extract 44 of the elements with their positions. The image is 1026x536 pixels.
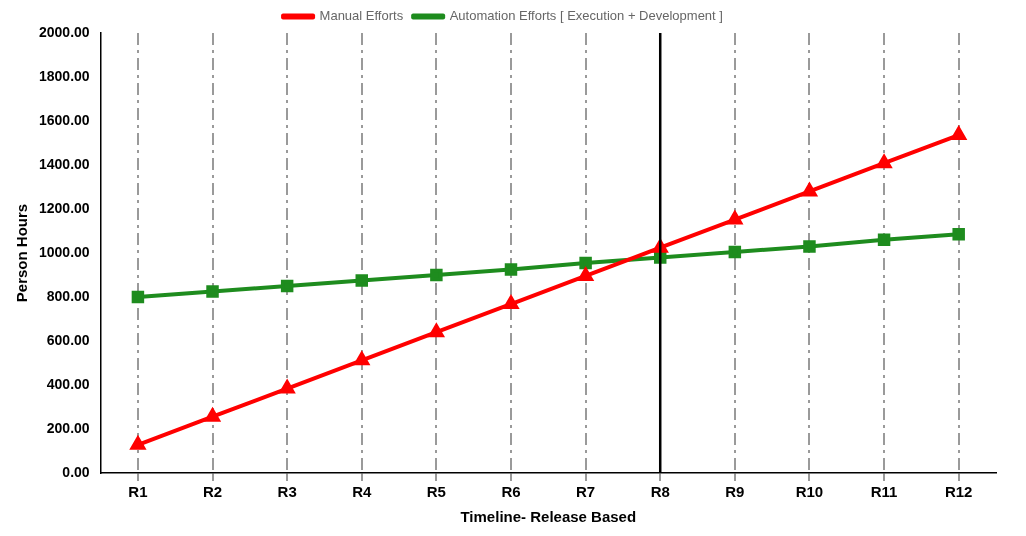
point	[429, 324, 444, 338]
legend-label: Automation Efforts [ Execution + Development ]	[449, 8, 723, 24]
point	[579, 256, 592, 270]
y-tick-label: 1800.00	[39, 67, 90, 84]
point	[131, 290, 145, 304]
point	[504, 263, 518, 276]
point	[279, 378, 296, 394]
y-tick-label: 1000.00	[39, 243, 90, 260]
point	[803, 240, 816, 253]
point	[206, 285, 219, 298]
point	[280, 279, 294, 293]
y-tick-label: 1400.00	[39, 155, 90, 172]
x-tick-label: R6	[501, 483, 521, 501]
x-tick-label: R11	[870, 483, 898, 501]
point	[728, 245, 742, 259]
y-tick-label: 1200.00	[39, 199, 90, 216]
point	[578, 267, 593, 281]
point	[354, 352, 369, 366]
x-tick-label: R8	[650, 483, 670, 501]
y-tick-label: 1600.00	[39, 111, 90, 128]
y-tick-label: 0.00	[62, 463, 90, 480]
point	[204, 406, 221, 422]
x-tick-label: R1	[128, 483, 148, 501]
x-tick-label: R12	[944, 483, 973, 501]
y-tick-label: 600.00	[46, 331, 90, 348]
y-tick-label: 400.00	[46, 375, 90, 392]
x-tick-label: R7	[576, 483, 596, 501]
x-tick-label: R10	[795, 483, 824, 501]
point	[430, 268, 443, 282]
x-tick-label: R5	[426, 483, 446, 501]
y-tick-label: 800.00	[46, 287, 90, 304]
point	[952, 228, 965, 241]
x-tick-label: R3	[277, 483, 297, 501]
legend-label: Manual Efforts	[319, 8, 404, 24]
y-tick-label: 200.00	[46, 419, 90, 436]
x-axis-title: Timeline- Release Based	[460, 508, 637, 526]
y-tick-label: 2000.00	[39, 23, 90, 40]
point	[355, 274, 369, 287]
y-axis-title: Person Hours	[13, 203, 31, 303]
point	[503, 296, 519, 310]
x-tick-label: R2	[202, 483, 223, 501]
x-tick-label: R4	[352, 483, 372, 501]
point	[877, 233, 891, 247]
x-tick-label: R9	[725, 483, 745, 501]
